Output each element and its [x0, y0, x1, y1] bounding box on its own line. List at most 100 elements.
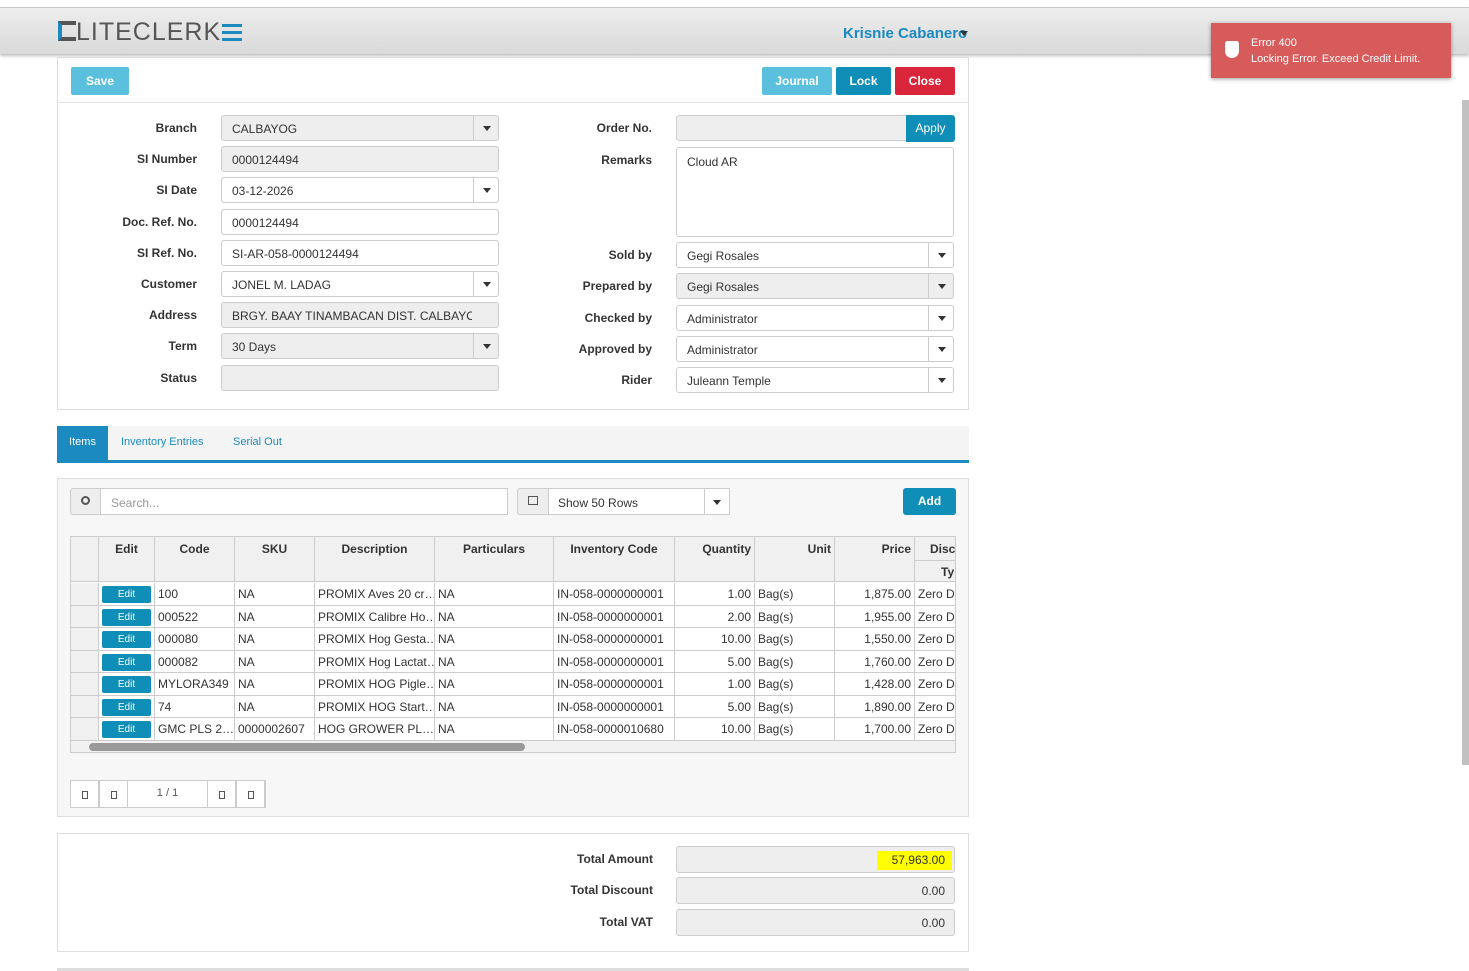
cell-border	[99, 628, 155, 651]
input-field[interactable]: BRGY. BAAY TINAMBACAN DIST. CALBAYOG CIT	[221, 302, 499, 328]
table-cell: Bag(s)	[755, 583, 835, 606]
table-cell: Bag(s)	[755, 673, 835, 696]
edit-button[interactable]: Edit	[102, 721, 151, 738]
menu-bar	[222, 38, 242, 41]
row-handle	[71, 673, 99, 696]
menu-toggle[interactable]	[222, 24, 242, 42]
input-field[interactable]: JONEL M. LADAG	[221, 271, 499, 297]
pager-button[interactable]	[99, 780, 128, 808]
input-field[interactable]: CALBAYOG	[221, 115, 499, 141]
user-menu[interactable]: Krisnie Cabanero	[843, 25, 968, 42]
input-field[interactable]: Gegi Rosales	[676, 242, 954, 268]
dropdown-caret	[483, 344, 491, 349]
pager-button[interactable]	[207, 780, 236, 808]
input-field[interactable]	[221, 365, 499, 391]
search-input[interactable]: Search...	[100, 488, 508, 515]
table-cell: NA	[435, 583, 554, 606]
input-field[interactable]: Administrator	[676, 336, 954, 362]
input-field[interactable]: 0000124494	[221, 146, 499, 172]
input-field[interactable]: 03-12-2026	[221, 177, 499, 203]
tab[interactable]: Items	[57, 426, 108, 461]
edit-button[interactable]: Edit	[102, 608, 151, 626]
table-cell: 10.00	[675, 628, 755, 651]
input-field[interactable]: Juleann Temple	[676, 367, 954, 393]
footer-line	[57, 968, 969, 971]
table-cell: 1,760.00	[835, 650, 915, 673]
table-cell: 000080	[155, 628, 235, 651]
pager-button[interactable]	[236, 780, 265, 808]
total-field: 0.00	[676, 877, 955, 904]
input-field[interactable]: 30 Days	[221, 333, 499, 359]
caret-box	[473, 334, 498, 358]
field-label: SI Date	[156, 183, 197, 197]
column-header: Disc	[915, 537, 955, 582]
table-cell: PROMIX Aves 20 cr…	[315, 583, 435, 606]
field-label: Address	[148, 308, 197, 322]
table-cell: NA	[235, 673, 315, 696]
dropdown-caret	[938, 284, 946, 289]
total-label: Total Amount	[577, 852, 653, 866]
tab[interactable]: Inventory Entries	[121, 436, 204, 448]
toolbar-divider	[58, 102, 968, 103]
input-field[interactable]: Cloud AR	[676, 147, 954, 237]
apply-button[interactable]: Apply	[906, 115, 955, 142]
edit-button[interactable]: Edit	[102, 676, 151, 693]
edit-button[interactable]: Edit	[102, 698, 151, 716]
journal-button[interactable]: Journal	[762, 67, 832, 95]
table-cell: IN-058-0000000001	[554, 628, 675, 651]
caret-box	[928, 368, 953, 392]
row-handle	[71, 605, 99, 628]
table-cell: Zero Di	[915, 673, 955, 696]
input-value: Administrator	[687, 312, 758, 326]
dropdown-caret	[960, 31, 968, 36]
field-label: Customer	[140, 277, 197, 291]
table-cell: NA	[435, 718, 554, 741]
table-cell: NA	[435, 650, 554, 673]
input-value: Gegi Rosales	[687, 280, 760, 294]
edit-button[interactable]: Edit	[102, 631, 151, 648]
table-cell: PROMIX HOG Pigle…	[315, 673, 435, 696]
tab[interactable]: Serial Out	[233, 436, 282, 448]
column-header: Edit	[99, 537, 155, 582]
save-button[interactable]: Save	[71, 67, 129, 95]
menu-bar	[222, 31, 242, 34]
caret-box	[473, 116, 498, 140]
input-field[interactable]: Administrator	[676, 305, 954, 331]
input-field[interactable]: SI-AR-058-0000124494	[221, 240, 499, 266]
input-value: CALBAYOG	[232, 122, 298, 136]
pager-glyph	[248, 791, 254, 799]
table-cell: 2.00	[675, 605, 755, 628]
highlight	[877, 851, 952, 870]
grid-icon	[528, 496, 538, 505]
pager-glyph	[111, 791, 117, 799]
row-handle	[71, 650, 99, 673]
column-header: Description	[315, 537, 435, 582]
column-header: Inventory Code	[554, 537, 675, 582]
field-label: Term	[168, 339, 197, 353]
total-field: 0.00	[676, 909, 955, 936]
dropdown-caret	[713, 500, 721, 505]
lock-button[interactable]: Lock	[836, 67, 891, 95]
logo-icon	[58, 21, 76, 41]
input-field[interactable]: 0000124494	[221, 209, 499, 235]
totals-card	[57, 833, 969, 952]
pager-button[interactable]	[70, 780, 99, 808]
edit-button[interactable]: Edit	[102, 653, 151, 671]
input-value: JONEL M. LADAG	[232, 278, 331, 292]
total-label: Total VAT	[599, 915, 653, 929]
table-cell: Zero Di	[915, 651, 955, 673]
input-value: 0000124494	[232, 216, 299, 230]
close-button[interactable]: Close	[895, 67, 955, 95]
dropdown-caret	[483, 282, 491, 287]
error-toast: Error 400 Locking Error. Exceed Credit Li…	[1211, 23, 1451, 78]
rows-select[interactable]: Show 50 Rows	[548, 488, 730, 515]
field-label: Remarks	[601, 153, 652, 167]
edit-button[interactable]: Edit	[102, 586, 151, 603]
input-value: 30 Days	[232, 340, 277, 354]
dropdown-caret	[938, 253, 946, 258]
field-label: Order No.	[596, 121, 652, 135]
dropdown-caret	[483, 188, 491, 193]
row-handle	[71, 695, 99, 718]
input-field[interactable]: Gegi Rosales	[676, 273, 954, 299]
add-button[interactable]: Add	[903, 488, 956, 515]
